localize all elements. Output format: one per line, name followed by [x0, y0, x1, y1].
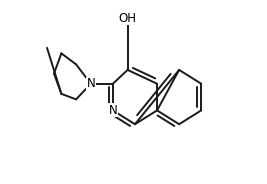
Text: N: N [108, 104, 117, 117]
Text: OH: OH [119, 12, 137, 25]
Text: N: N [87, 77, 95, 90]
